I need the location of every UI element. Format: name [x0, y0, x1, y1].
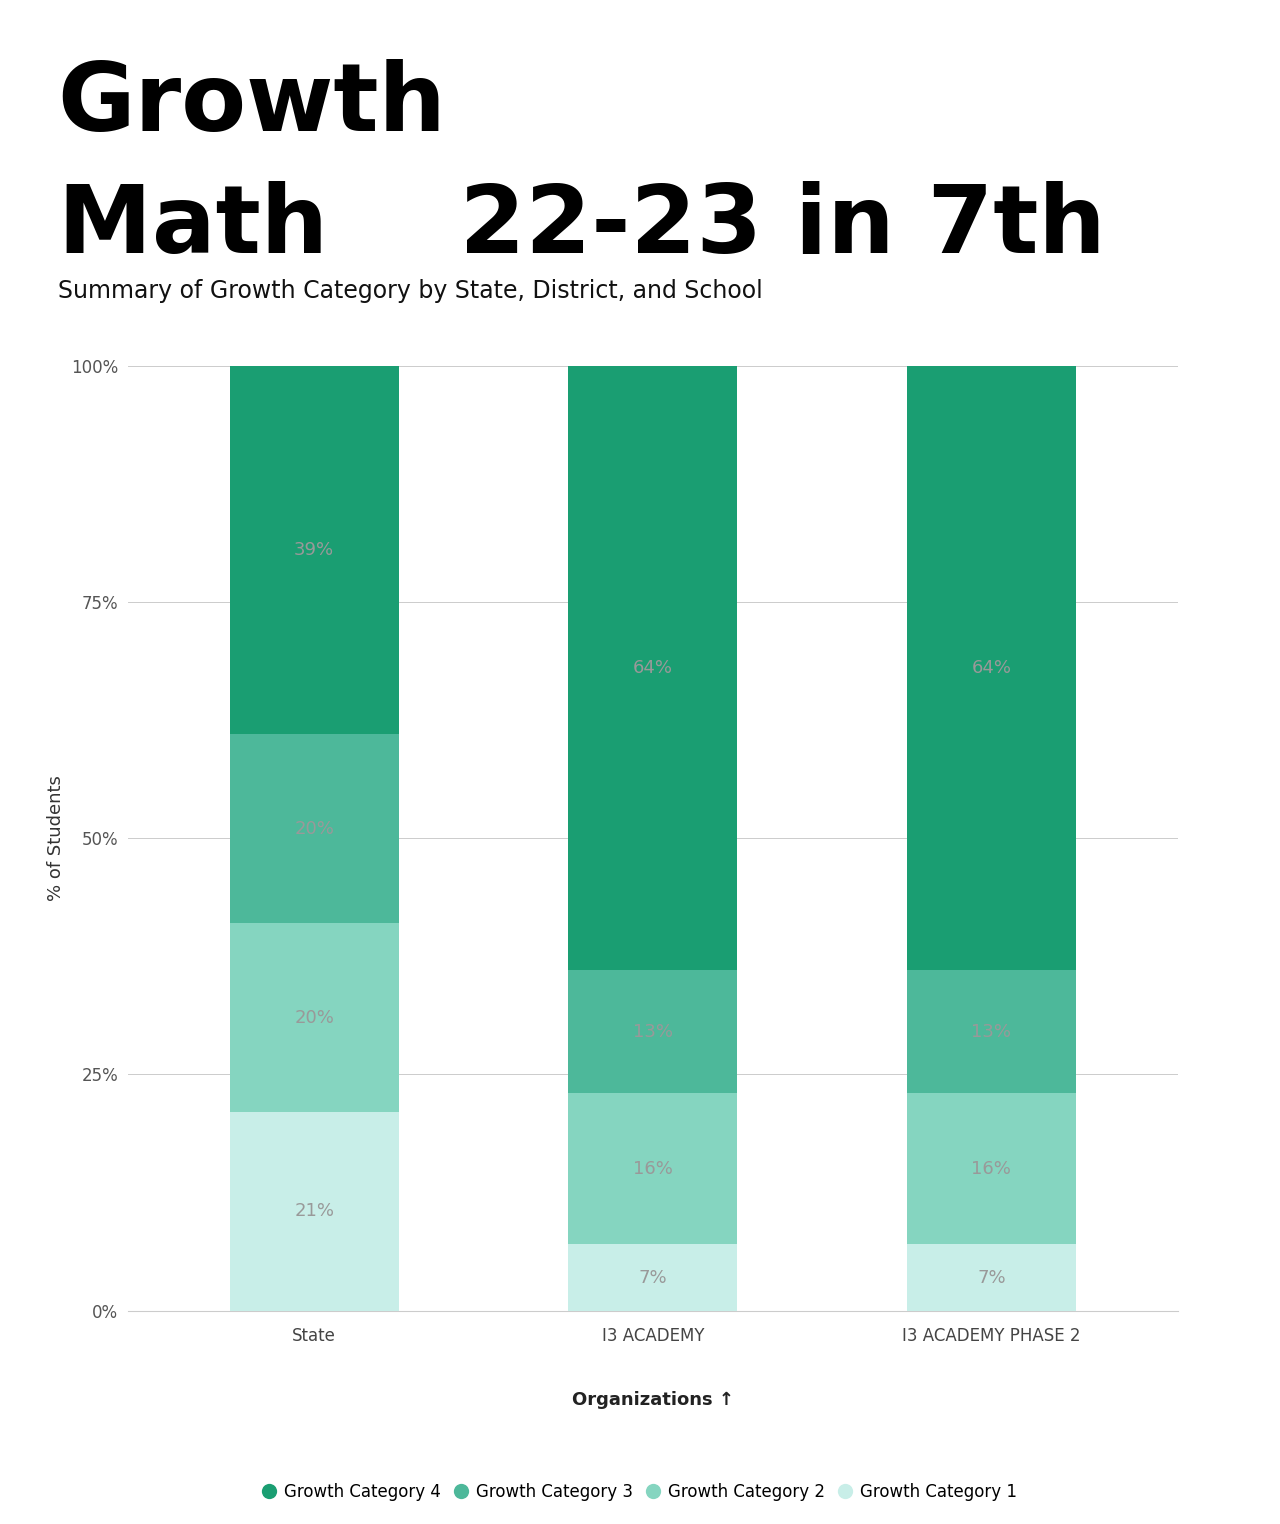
Bar: [568, 1093, 737, 1245]
Text: 7%: 7%: [639, 1268, 667, 1286]
Bar: [229, 1113, 399, 1311]
Text: Summary of Growth Category by State, District, and School: Summary of Growth Category by State, Dis…: [58, 279, 763, 303]
Bar: [906, 366, 1076, 971]
Text: 21%: 21%: [294, 1202, 334, 1221]
Bar: [568, 366, 737, 971]
Text: 13%: 13%: [632, 1023, 673, 1041]
Text: Growth: Growth: [58, 58, 447, 151]
Text: 13%: 13%: [972, 1023, 1011, 1041]
Bar: [568, 1245, 737, 1311]
Text: 39%: 39%: [294, 541, 334, 559]
Bar: [906, 1245, 1076, 1311]
Bar: [229, 735, 399, 924]
Text: 20%: 20%: [294, 1009, 334, 1027]
Bar: [906, 971, 1076, 1093]
Text: 7%: 7%: [977, 1268, 1006, 1286]
Y-axis label: % of Students: % of Students: [47, 776, 65, 901]
Bar: [229, 924, 399, 1113]
Text: 16%: 16%: [632, 1160, 673, 1178]
Text: 16%: 16%: [972, 1160, 1011, 1178]
Text: 64%: 64%: [972, 658, 1011, 677]
Legend: Growth Category 4, Growth Category 3, Growth Category 2, Growth Category 1: Growth Category 4, Growth Category 3, Gr…: [256, 1477, 1024, 1509]
Bar: [229, 366, 399, 735]
Text: 64%: 64%: [632, 658, 673, 677]
Text: 20%: 20%: [294, 820, 334, 838]
Bar: [906, 1093, 1076, 1245]
Text: Math    22-23 in 7th: Math 22-23 in 7th: [58, 181, 1105, 273]
Text: Organizations ↑: Organizations ↑: [572, 1391, 733, 1410]
Bar: [568, 971, 737, 1093]
